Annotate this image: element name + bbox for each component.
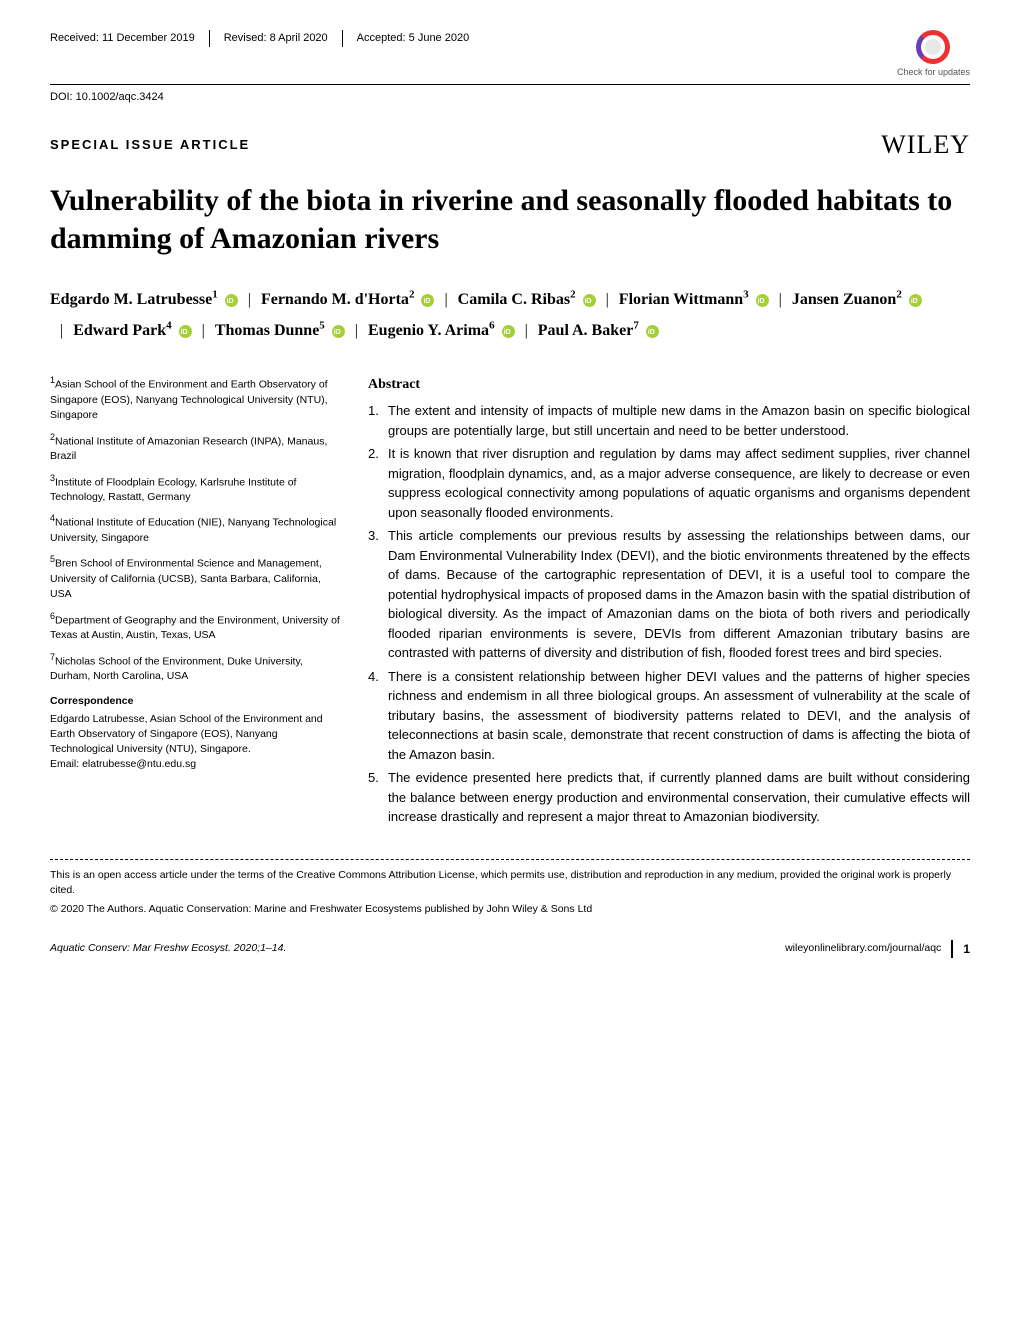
orcid-icon[interactable] [225, 294, 238, 307]
page-footer: Aquatic Conserv: Mar Freshw Ecosyst. 202… [50, 940, 970, 958]
correspondence-heading: Correspondence [50, 694, 340, 709]
affiliation: 3Institute of Floodplain Ecology, Karlsr… [50, 472, 340, 506]
abstract-column: Abstract 1.The extent and intensity of i… [368, 374, 970, 831]
check-updates-badge[interactable]: Check for updates [897, 30, 970, 80]
footer-citation: Aquatic Conserv: Mar Freshw Ecosyst. 202… [50, 941, 286, 957]
affiliations-list: 1Asian School of the Environment and Ear… [50, 374, 340, 684]
orcid-icon[interactable] [756, 294, 769, 307]
author-list: Edgardo M. Latrubesse1 | Fernando M. d'Ho… [50, 285, 970, 346]
two-column-layout: 1Asian School of the Environment and Ear… [50, 374, 970, 831]
author-separator: | [444, 291, 447, 308]
article-header: Received: 11 December 2019 Revised: 8 Ap… [50, 30, 970, 85]
publisher-logo: WILEY [881, 125, 970, 164]
license-text: This is an open access article under the… [50, 868, 970, 897]
author-separator: | [355, 322, 358, 339]
orcid-icon[interactable] [179, 325, 192, 338]
author-separator: | [202, 322, 205, 339]
author: Edward Park4 [73, 322, 191, 339]
author: Eugenio Y. Arima6 [368, 322, 515, 339]
orcid-icon[interactable] [583, 294, 596, 307]
page-number: 1 [951, 940, 970, 958]
footer-right: wileyonlinelibrary.com/journal/aqc 1 [785, 940, 970, 958]
crossmark-icon [916, 30, 950, 64]
author: Fernando M. d'Horta2 [261, 291, 435, 308]
orcid-icon[interactable] [646, 325, 659, 338]
article-title: Vulnerability of the biota in riverine a… [50, 182, 970, 257]
correspondence-email: Email: elatrubesse@ntu.edu.sg [50, 757, 340, 772]
author: Jansen Zuanon2 [792, 291, 922, 308]
type-row: SPECIAL ISSUE ARTICLE WILEY [50, 125, 970, 164]
orcid-icon[interactable] [332, 325, 345, 338]
affiliation: 7Nicholas School of the Environment, Duk… [50, 651, 340, 685]
abstract-item: 3.This article complements our previous … [368, 526, 970, 663]
copyright-text: © 2020 The Authors. Aquatic Conservation… [50, 902, 970, 918]
abstract-heading: Abstract [368, 374, 970, 395]
doi: DOI: 10.1002/aqc.3424 [50, 89, 970, 106]
author: Thomas Dunne5 [215, 322, 345, 339]
accepted-date: Accepted: 5 June 2020 [343, 30, 484, 47]
author-separator: | [248, 291, 251, 308]
author-separator: | [525, 322, 528, 339]
orcid-icon[interactable] [502, 325, 515, 338]
affiliation: 6Department of Geography and the Environ… [50, 610, 340, 644]
license-separator [50, 859, 970, 860]
affiliation: 2National Institute of Amazonian Researc… [50, 431, 340, 465]
abstract-list: 1.The extent and intensity of impacts of… [368, 401, 970, 827]
abstract-item: 5.The evidence presented here predicts t… [368, 768, 970, 827]
author-separator: | [606, 291, 609, 308]
received-date: Received: 11 December 2019 [50, 30, 210, 47]
revised-date: Revised: 8 April 2020 [210, 30, 343, 47]
abstract-item: 2.It is known that river disruption and … [368, 444, 970, 522]
orcid-icon[interactable] [909, 294, 922, 307]
abstract-item: 1.The extent and intensity of impacts of… [368, 401, 970, 440]
article-type: SPECIAL ISSUE ARTICLE [50, 135, 250, 155]
author: Florian Wittmann3 [619, 291, 769, 308]
correspondence-body: Edgardo Latrubesse, Asian School of the … [50, 712, 340, 758]
footer-url[interactable]: wileyonlinelibrary.com/journal/aqc [785, 941, 941, 957]
author: Paul A. Baker7 [538, 322, 659, 339]
article-dates: Received: 11 December 2019 Revised: 8 Ap… [50, 30, 483, 47]
affiliation: 1Asian School of the Environment and Ear… [50, 374, 340, 423]
orcid-icon[interactable] [421, 294, 434, 307]
author-separator: | [60, 322, 63, 339]
author-separator: | [779, 291, 782, 308]
author: Camila C. Ribas2 [458, 291, 596, 308]
affiliation: 4National Institute of Education (NIE), … [50, 512, 340, 546]
check-updates-label: Check for updates [897, 66, 970, 80]
affiliation: 5Bren School of Environmental Science an… [50, 553, 340, 602]
author: Edgardo M. Latrubesse1 [50, 291, 238, 308]
affiliations-column: 1Asian School of the Environment and Ear… [50, 374, 340, 831]
abstract-item: 4.There is a consistent relationship bet… [368, 667, 970, 765]
